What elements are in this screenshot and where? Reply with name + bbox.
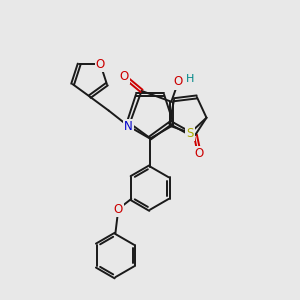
Text: O: O (120, 70, 129, 83)
Text: N: N (124, 120, 133, 133)
Text: O: O (114, 202, 123, 216)
Text: S: S (186, 127, 194, 140)
Text: H: H (185, 74, 194, 84)
Text: O: O (195, 147, 204, 161)
Text: O: O (96, 58, 105, 70)
Text: O: O (174, 75, 183, 88)
